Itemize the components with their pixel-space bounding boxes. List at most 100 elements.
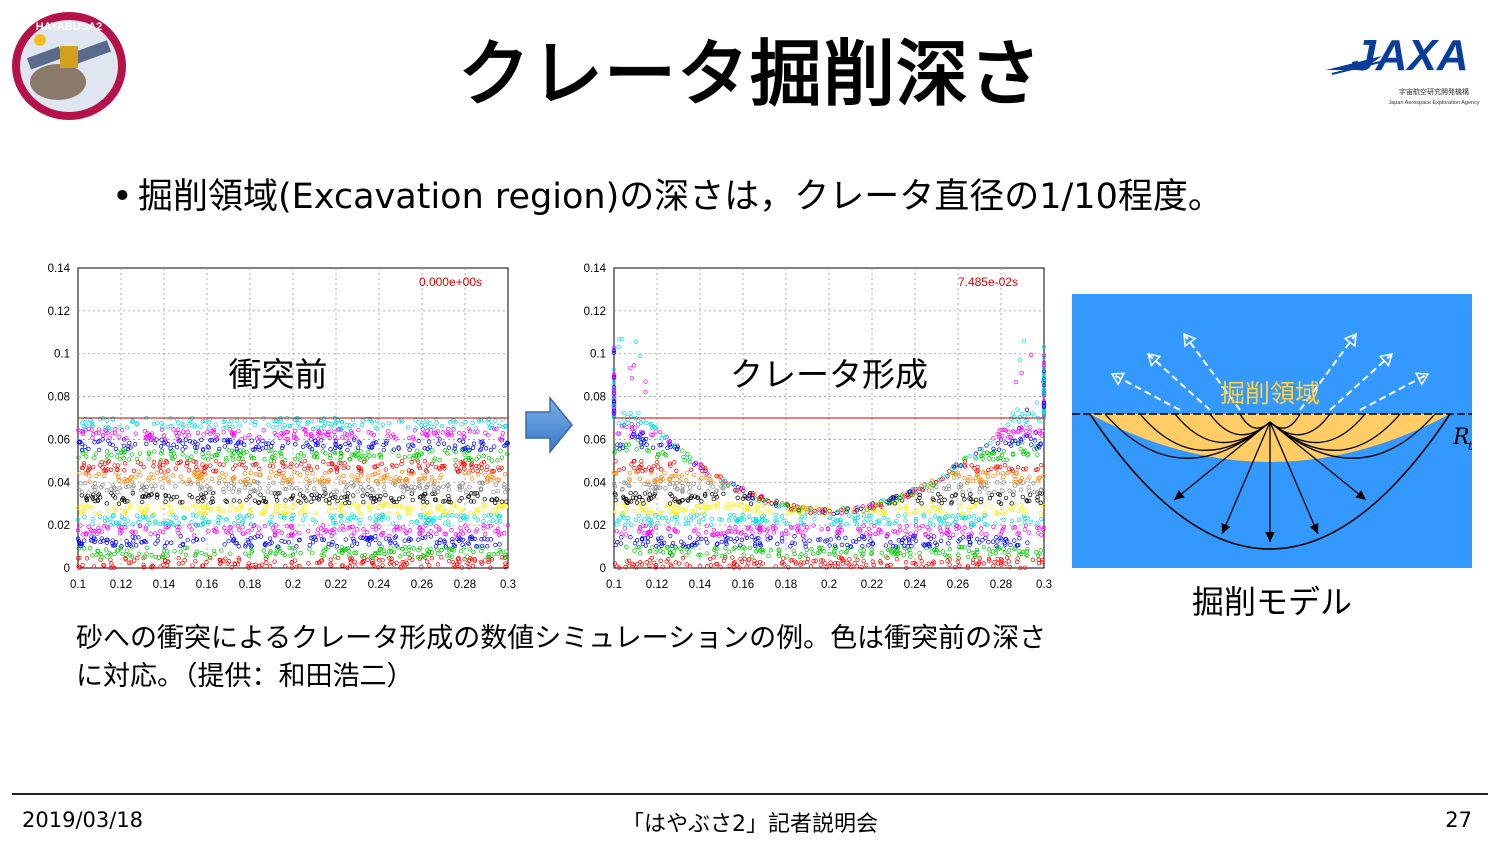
- particle: [159, 485, 165, 490]
- hayabusa2-logo-text: HAYABUSA2: [36, 21, 102, 33]
- particle: [840, 558, 845, 563]
- particle: [930, 496, 935, 501]
- particle: [1041, 363, 1047, 368]
- particle: [199, 486, 204, 491]
- particle: [350, 524, 355, 529]
- particle: [969, 520, 974, 526]
- particle: [376, 565, 381, 570]
- particle: [341, 563, 346, 568]
- particle: [649, 520, 655, 526]
- particle: [496, 526, 501, 531]
- particle: [201, 455, 206, 460]
- particle: [299, 510, 304, 515]
- particle: [1001, 449, 1007, 454]
- particle: [1041, 355, 1047, 360]
- particle: [441, 484, 446, 489]
- particle: [380, 422, 385, 427]
- particle: [326, 432, 331, 437]
- particle: [87, 464, 92, 469]
- particle: [629, 426, 635, 432]
- particle: [779, 514, 785, 519]
- particle: [184, 481, 189, 487]
- particle: [503, 489, 508, 495]
- particle: [896, 538, 901, 543]
- particle: [855, 526, 861, 532]
- particle: [417, 465, 423, 471]
- particle: [104, 540, 110, 545]
- particle: [810, 551, 816, 556]
- particle: [213, 422, 218, 427]
- particle: [236, 544, 241, 549]
- particle: [655, 520, 660, 526]
- particle: [300, 517, 306, 522]
- particle: [312, 489, 318, 495]
- particle: [416, 537, 421, 542]
- particle: [373, 425, 378, 430]
- particle: [941, 486, 946, 491]
- particle: [112, 430, 118, 435]
- particle: [973, 554, 978, 559]
- particle: [904, 565, 909, 571]
- particle: [990, 539, 996, 544]
- particle: [342, 431, 348, 436]
- particle: [788, 544, 793, 549]
- particle: [692, 472, 697, 478]
- particle: [190, 563, 195, 568]
- particle: [117, 425, 122, 430]
- particle: [461, 461, 467, 467]
- particle: [492, 511, 498, 517]
- particle: [941, 473, 946, 478]
- y-tick-label: 0.14: [48, 263, 71, 275]
- particle: [453, 532, 458, 537]
- particle: [672, 484, 678, 490]
- particle: [276, 471, 282, 476]
- particle: [309, 449, 315, 454]
- particle: [152, 519, 158, 524]
- particle: [920, 504, 925, 509]
- particle: [278, 509, 283, 514]
- particle: [633, 491, 638, 496]
- particle: [248, 542, 253, 547]
- particle: [436, 551, 441, 556]
- particle: [936, 505, 941, 510]
- particle: [102, 467, 108, 472]
- particle: [982, 522, 988, 527]
- particle: [651, 494, 657, 499]
- particle: [732, 560, 737, 565]
- particle: [173, 430, 179, 436]
- particle: [150, 563, 155, 568]
- particle: [861, 548, 866, 553]
- particle: [691, 528, 697, 534]
- particle: [405, 504, 411, 509]
- particle: [213, 438, 218, 443]
- particle: [345, 465, 351, 470]
- particle: [836, 525, 841, 531]
- particle: [83, 531, 88, 536]
- particle: [700, 504, 705, 510]
- particle: [421, 505, 426, 510]
- particle: [487, 473, 492, 478]
- particle: [471, 441, 477, 446]
- particle: [704, 476, 709, 481]
- particle: [634, 538, 640, 543]
- particle: [657, 443, 662, 448]
- particle: [85, 468, 91, 474]
- particle: [1003, 495, 1009, 501]
- particle: [985, 474, 991, 479]
- particle: [654, 477, 660, 482]
- particle: [263, 543, 268, 548]
- particle: [342, 510, 347, 516]
- particle: [341, 547, 347, 552]
- particle: [358, 449, 363, 454]
- particle: [153, 554, 159, 560]
- particle: [611, 382, 617, 387]
- particle: [440, 423, 445, 429]
- particle: [170, 473, 175, 478]
- particle: [104, 453, 110, 459]
- particle: [499, 555, 504, 560]
- particle: [714, 495, 719, 500]
- particle: [316, 432, 321, 437]
- particle: [385, 472, 390, 478]
- particle: [212, 552, 217, 557]
- particle: [1012, 546, 1017, 552]
